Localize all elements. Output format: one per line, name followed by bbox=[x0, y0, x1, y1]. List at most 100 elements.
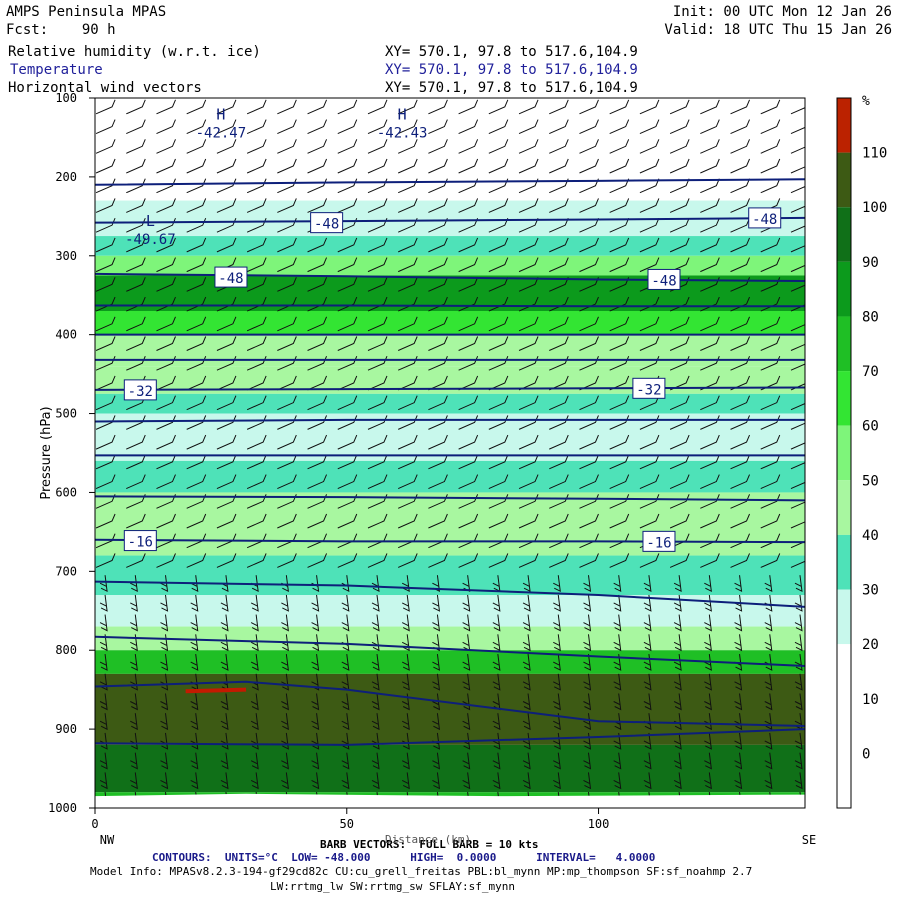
wind-barb bbox=[126, 99, 146, 115]
wind-barb bbox=[337, 415, 358, 430]
isotherm-line bbox=[95, 178, 805, 186]
wind-barb bbox=[190, 594, 199, 612]
wind-barb bbox=[246, 375, 267, 391]
wind-barb bbox=[609, 395, 630, 411]
wind-barb bbox=[790, 284, 805, 292]
wind-barb bbox=[609, 316, 630, 332]
wind-barb bbox=[216, 119, 237, 135]
wind-barb bbox=[337, 99, 358, 115]
wind-barb bbox=[488, 415, 509, 430]
wind-barb bbox=[397, 198, 418, 213]
wind-barb bbox=[609, 119, 630, 135]
wind-barb bbox=[760, 257, 781, 273]
wind-barb bbox=[734, 575, 743, 593]
wind-barb bbox=[549, 395, 569, 411]
colorbar-segment bbox=[837, 480, 851, 535]
wind-barb bbox=[760, 178, 781, 194]
wind-barb bbox=[669, 198, 690, 213]
wind-barb bbox=[579, 139, 599, 154]
wind-barb bbox=[553, 713, 561, 731]
wind-barb bbox=[250, 634, 259, 652]
wind-barb bbox=[246, 415, 267, 430]
wind-barb bbox=[790, 324, 805, 332]
contour-label-box bbox=[647, 268, 681, 290]
wind-barb bbox=[488, 277, 509, 292]
wind-barb bbox=[337, 178, 358, 194]
wind-barb bbox=[700, 296, 720, 312]
wind-barb bbox=[579, 434, 599, 450]
wind-barb bbox=[156, 178, 176, 194]
wind-barb bbox=[432, 713, 441, 731]
wind-barb bbox=[401, 634, 410, 652]
wind-barb bbox=[277, 553, 297, 568]
wind-barb bbox=[462, 673, 471, 691]
wind-barb bbox=[216, 513, 237, 529]
wind-barb bbox=[428, 139, 448, 154]
wind-barb bbox=[341, 614, 350, 632]
wind-barb bbox=[488, 375, 509, 391]
terrain bbox=[95, 793, 805, 808]
wind-barb bbox=[579, 494, 599, 509]
wind-barb bbox=[432, 772, 441, 790]
wind-barb bbox=[669, 454, 690, 470]
wind-barb bbox=[337, 139, 358, 154]
wind-barb bbox=[704, 594, 712, 612]
wind-barb bbox=[367, 513, 388, 529]
wind-barb bbox=[790, 402, 805, 411]
wind-barb bbox=[760, 415, 781, 430]
wind-barb bbox=[579, 356, 599, 371]
wind-barb bbox=[190, 614, 199, 632]
wind-barb bbox=[428, 434, 448, 450]
wind-barb bbox=[156, 99, 176, 115]
wind-barb bbox=[126, 237, 146, 253]
extremum-marker: H bbox=[398, 106, 407, 124]
wind-barb bbox=[579, 553, 599, 568]
wind-barb bbox=[700, 316, 720, 332]
wind-barb bbox=[367, 198, 388, 213]
wind-barb bbox=[583, 673, 592, 691]
field-label-wind: Horizontal wind vectors bbox=[8, 80, 202, 96]
wind-barb bbox=[639, 237, 660, 253]
wind-barb bbox=[790, 363, 805, 371]
wind-barb bbox=[397, 257, 418, 273]
wind-barb bbox=[216, 336, 237, 351]
wind-barb bbox=[190, 713, 199, 731]
wind-barb bbox=[730, 415, 750, 430]
wind-barb bbox=[220, 772, 229, 790]
wind-barb bbox=[549, 434, 569, 450]
wind-barb bbox=[367, 158, 388, 174]
wind-barb bbox=[764, 673, 773, 691]
y-tick-label: 1000 bbox=[48, 801, 77, 815]
wind-barb bbox=[156, 375, 176, 391]
rh-band bbox=[95, 460, 805, 493]
wind-barb bbox=[518, 356, 539, 371]
wind-barb bbox=[126, 257, 146, 273]
wind-barb bbox=[156, 198, 176, 213]
wind-barb bbox=[700, 454, 720, 470]
colorbar-label: 110 bbox=[862, 146, 887, 162]
wind-barb bbox=[156, 316, 176, 332]
wind-barb bbox=[95, 158, 116, 174]
wind-barb bbox=[246, 257, 267, 273]
freezing-isotherm-segment bbox=[185, 687, 247, 694]
wind-barb bbox=[432, 653, 441, 671]
wind-barb bbox=[790, 186, 805, 194]
y-tick-label: 400 bbox=[55, 328, 77, 342]
wind-barb bbox=[95, 375, 116, 391]
wind-barb bbox=[730, 336, 750, 351]
wind-barb bbox=[307, 257, 328, 273]
wind-barb bbox=[367, 99, 388, 115]
wind-barb bbox=[432, 594, 441, 612]
wind-barb bbox=[522, 693, 531, 711]
wind-barb bbox=[734, 673, 743, 691]
wind-barb bbox=[160, 575, 169, 593]
contour-info: CONTOURS: UNITS=°C LOW= -48.000 HIGH= 0.… bbox=[152, 851, 656, 864]
wind-barb bbox=[549, 198, 569, 213]
wind-barb bbox=[700, 533, 720, 549]
wind-barb bbox=[583, 634, 592, 652]
wind-barb bbox=[311, 653, 320, 671]
wind-barb bbox=[639, 553, 660, 568]
wind-barb bbox=[700, 119, 720, 135]
wind-barb bbox=[428, 296, 448, 312]
wind-barb bbox=[397, 158, 418, 174]
